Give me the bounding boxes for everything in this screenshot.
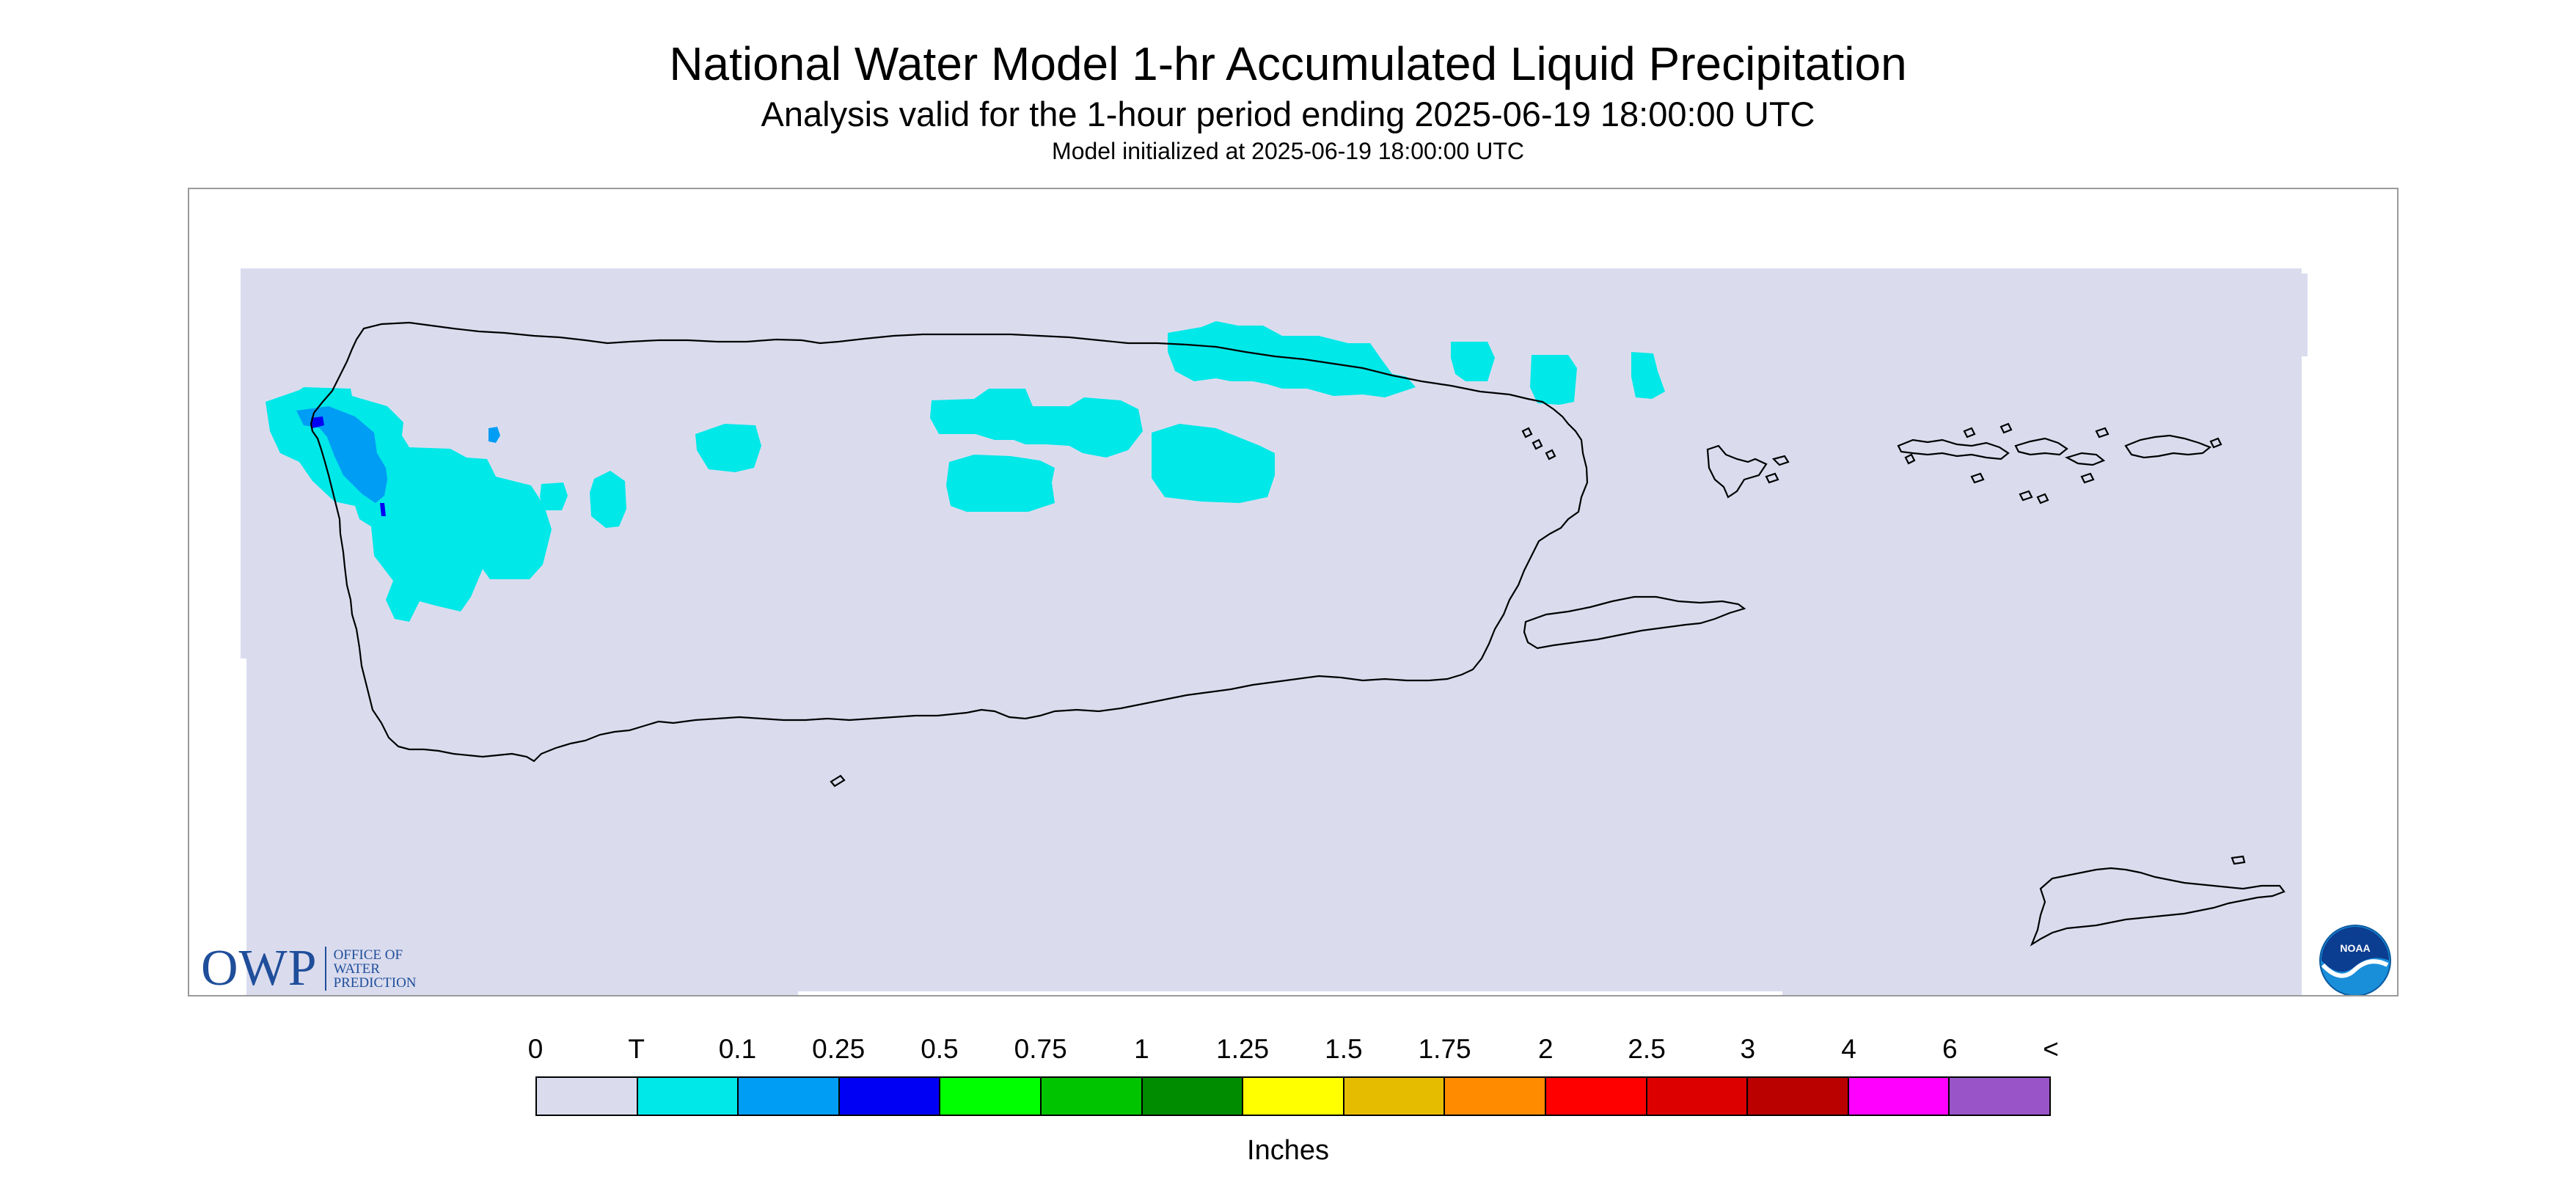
map-title: National Water Model 1-hr Accumulated Li… [669, 37, 1907, 90]
precipitation-layer [266, 321, 1665, 622]
legend-units: Inches [1247, 1135, 1329, 1166]
precip-cell-0.1 [489, 427, 500, 443]
precip-cell-trace [1451, 342, 1495, 381]
owp-logo-mark: OWP [201, 940, 318, 996]
legend-label: 1.75 [1418, 1034, 1471, 1064]
legend-swatch [1848, 1078, 1950, 1115]
legend-swatch [739, 1078, 840, 1115]
legend-label: 1.5 [1325, 1034, 1363, 1064]
legend-swatch [1647, 1078, 1749, 1115]
legend-label: 1.25 [1216, 1034, 1270, 1064]
legend-label: T [628, 1034, 645, 1064]
legend-label: < [2043, 1034, 2059, 1064]
legend-swatch [1950, 1078, 2049, 1115]
legend-label: 0.1 [718, 1034, 757, 1064]
precip-cell-trace [590, 471, 626, 528]
legend-label: 2.5 [1628, 1034, 1666, 1064]
legend-swatch [1243, 1078, 1344, 1115]
legend-swatch [1445, 1078, 1546, 1115]
legend-swatch [839, 1078, 941, 1115]
precip-cell-trace [1631, 352, 1665, 399]
bvi-islets [1904, 422, 2222, 504]
legend-swatch [1545, 1078, 1647, 1115]
precip-cell-0.1 [296, 406, 387, 503]
legend-label: 0.75 [1014, 1034, 1067, 1064]
legend-swatch [1748, 1078, 1849, 1115]
legend-label: 0.5 [921, 1034, 959, 1064]
map-subtitle: Analysis valid for the 1-hour period end… [761, 95, 1815, 133]
precip-cell-trace [946, 455, 1055, 512]
legend-label: 3 [1740, 1034, 1756, 1064]
owp-logo-text: OFFICE OF WATER PREDICTION [334, 948, 417, 990]
owp-logo: OWP OFFICE OF WATER PREDICTION [201, 943, 417, 994]
precip-cell-trace [930, 389, 1143, 458]
legend-swatch [1142, 1078, 1244, 1115]
legend-swatch [940, 1078, 1042, 1115]
st-john-coastline [2014, 437, 2106, 466]
legend-label: 6 [1942, 1034, 1958, 1064]
precip-legend: 0 T 0.1 0.25 0.5 0.75 1 1.25 1.5 1.75 2 2.5 3 4 6 < [528, 1034, 2059, 1116]
map-panel: OWP OFFICE OF WATER PREDICTION NOAA [188, 188, 2398, 996]
caja-de-muertos-coastline [830, 774, 846, 788]
owp-logo-divider [324, 947, 326, 991]
legend-label: 2 [1538, 1034, 1554, 1064]
precip-cell-trace [1152, 424, 1275, 503]
st-croix-coastline [2030, 855, 2286, 947]
legend-color-bar [535, 1076, 2051, 1116]
legend-swatch [1041, 1078, 1143, 1115]
legend-swatch [637, 1078, 739, 1115]
legend-swatch [1344, 1078, 1446, 1115]
legend-label: 1 [1134, 1034, 1149, 1064]
precip-cell-0.25 [380, 503, 386, 516]
precip-cell-trace [1168, 321, 1416, 397]
vieques-coastline [1523, 595, 1746, 650]
owp-logo-line-1: OFFICE OF [333, 947, 403, 963]
legend-swatch [537, 1078, 638, 1115]
legend-label: 0 [527, 1034, 544, 1064]
culebra-coastline [1706, 444, 1790, 499]
puerto-rico-coastline [310, 321, 1589, 763]
legend-label: 0.25 [812, 1034, 866, 1064]
noaa-logo-text: NOAA [2340, 942, 2370, 954]
coastlines [310, 321, 2286, 947]
precip-cell-0.25 [311, 416, 324, 428]
owp-logo-line-3: PREDICTION [333, 974, 417, 991]
legend-labels: 0 T 0.1 0.25 0.5 0.75 1 1.25 1.5 1.75 2 2.5 3 4 6 < [528, 1034, 2059, 1072]
map-canvas [241, 268, 2308, 995]
precip-cell-trace [540, 482, 568, 510]
owp-logo-line-2: WATER [333, 961, 380, 977]
model-init-line: Model initialized at 2025-06-19 18:00:00… [1052, 138, 1524, 164]
pr-east-islets [1521, 427, 1556, 460]
noaa-logo: NOAA [2319, 925, 2391, 995]
precip-cell-trace [1530, 355, 1577, 405]
precip-cell-trace [695, 424, 761, 472]
legend-label: 4 [1841, 1034, 1856, 1064]
st-thomas-coastline [1897, 438, 2010, 460]
tortola-coastline [2124, 434, 2212, 459]
